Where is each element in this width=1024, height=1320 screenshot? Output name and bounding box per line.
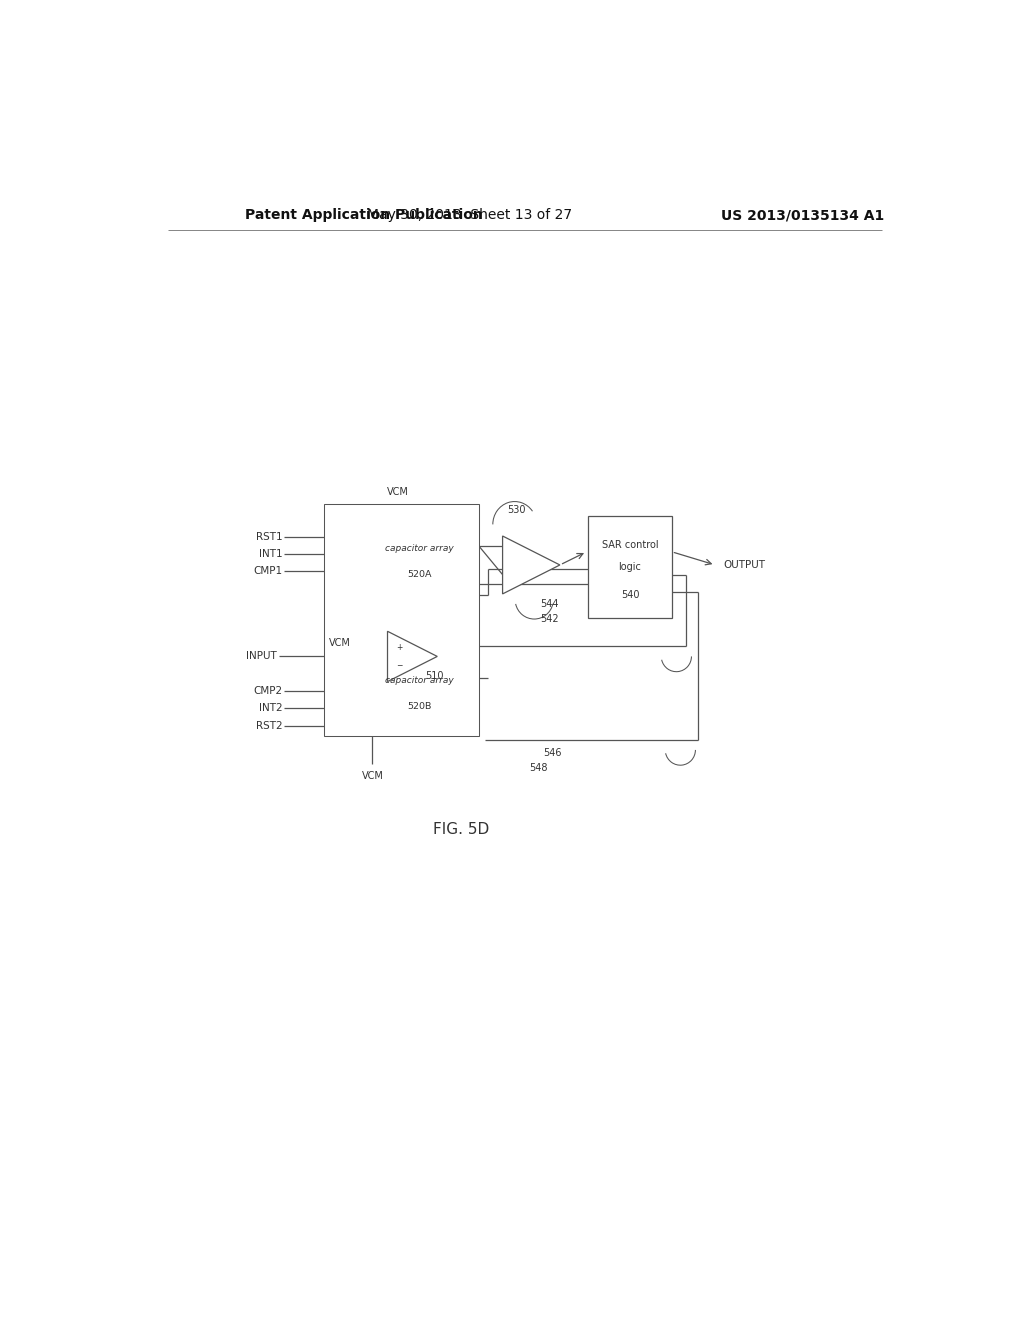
Text: CMP1: CMP1 <box>254 566 283 576</box>
Text: VCM: VCM <box>329 639 351 648</box>
Text: INT1: INT1 <box>259 549 283 558</box>
Text: Patent Application Publication: Patent Application Publication <box>246 209 483 222</box>
Bar <box>374 651 465 727</box>
Text: VCM: VCM <box>387 487 409 496</box>
Text: +: + <box>396 643 402 652</box>
Bar <box>374 519 465 595</box>
Text: logic: logic <box>618 562 641 572</box>
Text: May 30, 2013  Sheet 13 of 27: May 30, 2013 Sheet 13 of 27 <box>367 209 571 222</box>
Text: 520A: 520A <box>408 570 432 578</box>
Text: INPUT: INPUT <box>247 652 278 661</box>
Text: US 2013/0135134 A1: US 2013/0135134 A1 <box>721 209 884 222</box>
Text: 540: 540 <box>621 590 639 601</box>
Text: 548: 548 <box>528 763 547 774</box>
Bar <box>588 516 672 618</box>
Text: SAR control: SAR control <box>602 540 658 549</box>
Text: CMP2: CMP2 <box>254 686 283 696</box>
Text: 530: 530 <box>507 506 526 515</box>
Text: 510: 510 <box>425 671 443 681</box>
Text: RST2: RST2 <box>256 721 283 730</box>
Text: INT2: INT2 <box>259 704 283 713</box>
Polygon shape <box>503 536 560 594</box>
Text: 544: 544 <box>541 598 559 609</box>
Text: −: − <box>396 661 402 671</box>
Text: FIG. 5D: FIG. 5D <box>433 822 489 837</box>
Text: OUTPUT: OUTPUT <box>723 560 765 570</box>
Text: 542: 542 <box>541 614 559 624</box>
Polygon shape <box>387 631 437 681</box>
Text: 520B: 520B <box>408 702 432 710</box>
Text: capacitor array: capacitor array <box>385 676 454 685</box>
Text: RST1: RST1 <box>256 532 283 541</box>
Text: VCM: VCM <box>361 771 383 781</box>
Text: capacitor array: capacitor array <box>385 544 454 553</box>
Text: 546: 546 <box>543 748 561 758</box>
Bar <box>324 504 479 735</box>
